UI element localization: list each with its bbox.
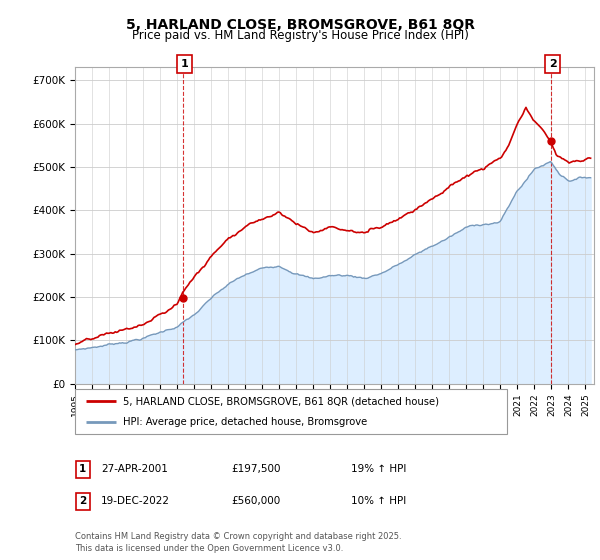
FancyBboxPatch shape: [75, 389, 507, 434]
Text: Price paid vs. HM Land Registry's House Price Index (HPI): Price paid vs. HM Land Registry's House …: [131, 29, 469, 43]
Text: 2: 2: [549, 59, 556, 69]
Text: £197,500: £197,500: [231, 464, 281, 474]
Text: 5, HARLAND CLOSE, BROMSGROVE, B61 8QR: 5, HARLAND CLOSE, BROMSGROVE, B61 8QR: [125, 18, 475, 32]
Text: 10% ↑ HPI: 10% ↑ HPI: [351, 496, 406, 506]
Text: 5, HARLAND CLOSE, BROMSGROVE, B61 8QR (detached house): 5, HARLAND CLOSE, BROMSGROVE, B61 8QR (d…: [122, 396, 439, 407]
Text: 27-APR-2001: 27-APR-2001: [101, 464, 167, 474]
Text: Contains HM Land Registry data © Crown copyright and database right 2025.
This d: Contains HM Land Registry data © Crown c…: [75, 533, 401, 553]
Text: 2: 2: [79, 496, 86, 506]
Text: 1: 1: [79, 464, 86, 474]
FancyBboxPatch shape: [545, 55, 560, 73]
FancyBboxPatch shape: [76, 461, 90, 478]
FancyBboxPatch shape: [177, 55, 191, 73]
Text: 1: 1: [181, 59, 188, 69]
Text: HPI: Average price, detached house, Bromsgrove: HPI: Average price, detached house, Brom…: [122, 417, 367, 427]
Text: £560,000: £560,000: [231, 496, 280, 506]
FancyBboxPatch shape: [76, 493, 90, 510]
Text: 19-DEC-2022: 19-DEC-2022: [101, 496, 170, 506]
Text: 19% ↑ HPI: 19% ↑ HPI: [351, 464, 406, 474]
